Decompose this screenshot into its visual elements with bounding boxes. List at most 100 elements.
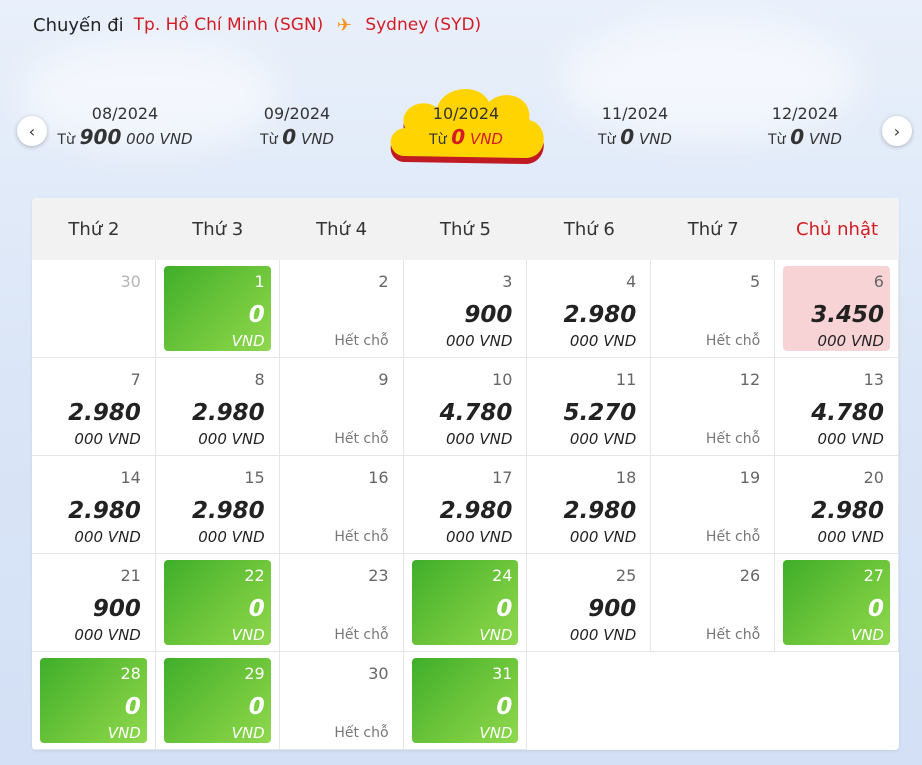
calendar-day-cell[interactable]: 18 2.980 000 VND xyxy=(527,456,652,554)
chevron-left-icon: ‹ xyxy=(28,121,36,141)
calendar-day-cell[interactable]: 30 Hết chỗ xyxy=(279,652,404,750)
prev-month-button[interactable]: ‹ xyxy=(17,116,47,146)
calendar-day-cell[interactable]: 9 Hết chỗ xyxy=(279,358,404,456)
day-cell-background xyxy=(411,560,519,645)
calendar-empty-cell xyxy=(527,652,651,750)
calendar-day-cell[interactable]: 6 3.450 000 VND xyxy=(775,260,899,358)
calendar-day-cell[interactable]: 15 2.980 000 VND xyxy=(155,456,280,554)
day-number: 31 xyxy=(492,664,513,683)
day-number: 30 xyxy=(120,272,141,291)
day-number: 23 xyxy=(368,566,389,585)
day-cell-background xyxy=(40,658,147,743)
day-price-unit: 000 VND xyxy=(74,626,141,644)
month-name: 11/2024 xyxy=(601,104,669,123)
month-option-selected[interactable]: 10/2024 Từ 0 VND xyxy=(381,104,551,149)
day-price-unit: 000 VND xyxy=(445,528,513,546)
month-name: 10/2024 xyxy=(432,104,500,123)
background-cloud xyxy=(560,20,860,140)
day-number: 19 xyxy=(739,468,761,487)
day-number: 1 xyxy=(254,272,265,291)
month-name: 08/2024 xyxy=(91,104,159,123)
weekday-label: Thứ 2 xyxy=(68,218,120,240)
calendar-day-cell[interactable]: 5 Hết chỗ xyxy=(651,260,776,358)
day-price: 0 xyxy=(124,694,141,720)
day-number: 4 xyxy=(626,272,637,291)
month-option[interactable]: 09/2024 Từ 0 VND xyxy=(212,104,382,149)
next-month-button[interactable]: › xyxy=(882,116,912,146)
calendar-day-cell[interactable]: 13 4.780 000 VND xyxy=(775,358,899,456)
day-price-unit: 000 VND xyxy=(445,332,513,350)
calendar-day-cell[interactable]: 17 2.980 000 VND xyxy=(403,456,528,554)
day-price: 2.980 xyxy=(811,498,884,524)
sold-out-label: Hết chỗ xyxy=(334,333,389,349)
calendar-day-cell[interactable]: 30 xyxy=(32,260,156,358)
calendar-day-cell[interactable]: 28 0 VND xyxy=(32,652,156,750)
calendar-empty-cell xyxy=(775,652,899,750)
calendar-day-cell[interactable]: 25 900 000 VND xyxy=(527,554,652,652)
origin-city: Tp. Hồ Chí Minh (SGN) xyxy=(133,15,324,35)
day-price: 5.270 xyxy=(563,400,637,426)
calendar-day-cell[interactable]: 12 Hết chỗ xyxy=(651,358,776,456)
day-price-unit: 000 VND xyxy=(817,332,884,350)
month-selector: ‹ 08/2024 Từ 900 000 VND 09/2024 Từ 0 VN… xyxy=(0,89,922,180)
calendar-day-cell[interactable]: 24 0 VND xyxy=(403,554,528,652)
day-number: 12 xyxy=(739,370,761,389)
month-option[interactable]: 08/2024 Từ 900 000 VND xyxy=(40,104,210,149)
day-price: 900 xyxy=(92,596,141,622)
day-price-unit: 000 VND xyxy=(74,528,141,546)
day-price-unit: 000 VND xyxy=(74,430,141,448)
day-price: 2.980 xyxy=(191,400,265,426)
calendar-day-cell[interactable]: 4 2.980 000 VND xyxy=(527,260,652,358)
day-number: 5 xyxy=(749,272,761,291)
month-option[interactable]: 11/2024 Từ 0 VND xyxy=(550,104,720,149)
calendar-day-cell[interactable]: 20 2.980 000 VND xyxy=(775,456,899,554)
calendar-day-cell[interactable]: 3 900 000 VND xyxy=(403,260,528,358)
month-price: Từ 0 VND xyxy=(768,125,842,149)
calendar-day-cell[interactable]: 23 Hết chỗ xyxy=(279,554,404,652)
day-price-unit: 000 VND xyxy=(445,430,513,448)
calendar-day-cell[interactable]: 2 Hết chỗ xyxy=(279,260,404,358)
day-price: 4.780 xyxy=(439,400,513,426)
sold-out-label: Hết chỗ xyxy=(334,725,389,741)
day-number: 6 xyxy=(873,272,884,291)
day-price-unit: VND xyxy=(231,626,265,644)
calendar-day-cell[interactable]: 21 900 000 VND xyxy=(32,554,156,652)
month-name: 12/2024 xyxy=(771,104,839,123)
day-number: 10 xyxy=(492,370,513,389)
day-number: 26 xyxy=(739,566,761,585)
day-number: 3 xyxy=(502,272,513,291)
calendar-day-cell[interactable]: 16 Hết chỗ xyxy=(279,456,404,554)
fare-calendar: Thứ 2 Thứ 3 Thứ 4 Thứ 5 Thứ 6 Thứ 7 Chủ … xyxy=(32,198,899,750)
month-name: 09/2024 xyxy=(263,104,331,123)
calendar-day-cell[interactable]: 7 2.980 000 VND xyxy=(32,358,156,456)
calendar-day-cell[interactable]: 14 2.980 000 VND xyxy=(32,456,156,554)
month-option[interactable]: 12/2024 Từ 0 VND xyxy=(720,104,890,149)
calendar-day-cell[interactable]: 10 4.780 000 VND xyxy=(403,358,528,456)
calendar-day-cell[interactable]: 27 0 VND xyxy=(775,554,899,652)
calendar-day-cell[interactable]: 1 0 VND xyxy=(155,260,280,358)
day-number: 15 xyxy=(244,468,265,487)
day-number: 21 xyxy=(120,566,141,585)
weekday-label-sunday: Chủ nhật xyxy=(796,218,879,240)
day-price: 3.450 xyxy=(811,302,884,328)
calendar-day-cell[interactable]: 31 0 VND xyxy=(403,652,528,750)
calendar-day-cell[interactable]: 29 0 VND xyxy=(155,652,280,750)
chevron-right-icon: › xyxy=(893,121,901,141)
calendar-day-cell[interactable]: 22 0 VND xyxy=(155,554,280,652)
day-price: 2.980 xyxy=(439,498,513,524)
day-number: 25 xyxy=(615,566,637,585)
day-cell-background xyxy=(783,560,890,645)
weekday-label: Thứ 4 xyxy=(316,218,368,240)
calendar-day-cell[interactable]: 26 Hết chỗ xyxy=(651,554,776,652)
day-price-unit: VND xyxy=(850,626,884,644)
calendar-day-cell[interactable]: 8 2.980 000 VND xyxy=(155,358,280,456)
calendar-day-cell[interactable]: 19 Hết chỗ xyxy=(651,456,776,554)
day-price-unit: 000 VND xyxy=(569,626,637,644)
calendar-day-cell[interactable]: 11 5.270 000 VND xyxy=(527,358,652,456)
day-number: 14 xyxy=(120,468,141,487)
weekday-label: Thứ 3 xyxy=(192,218,244,240)
day-price-unit: VND xyxy=(231,724,265,742)
plane-icon: ✈ xyxy=(336,14,352,36)
day-price: 2.980 xyxy=(191,498,265,524)
day-number: 2 xyxy=(378,272,389,291)
